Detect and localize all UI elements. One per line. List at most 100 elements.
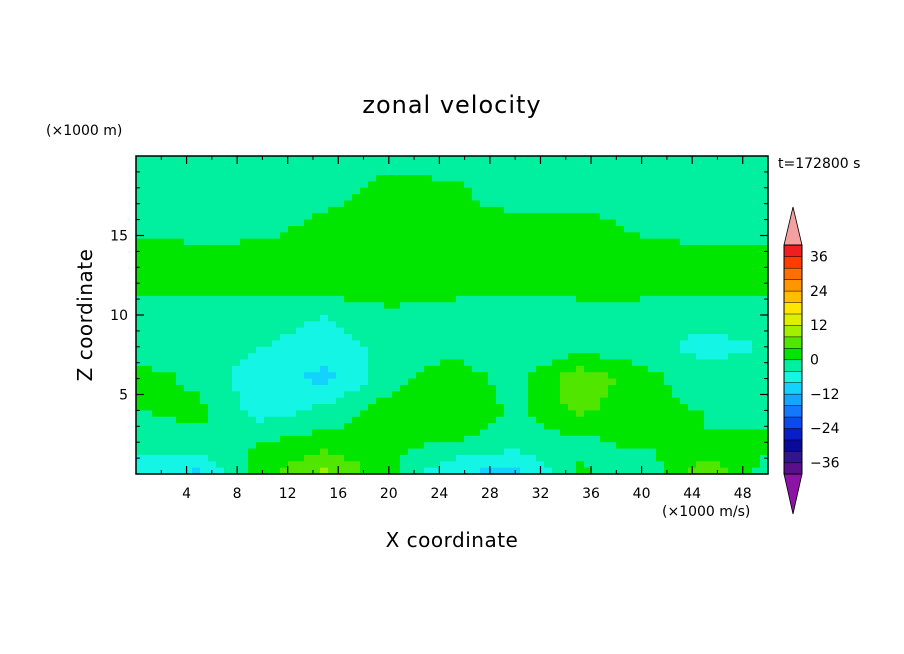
contour-cell bbox=[160, 359, 169, 367]
contour-cell bbox=[528, 454, 537, 462]
contour-cell bbox=[624, 276, 633, 284]
contour-cell bbox=[152, 187, 161, 195]
x-axis-title: X coordinate bbox=[386, 528, 519, 552]
contour-cell bbox=[624, 308, 633, 316]
contour-cell bbox=[576, 219, 585, 227]
contour-cell bbox=[448, 251, 457, 259]
contour-cell bbox=[384, 264, 393, 272]
contour-cell bbox=[592, 410, 601, 418]
contour-cell bbox=[464, 397, 473, 405]
contour-cell bbox=[464, 315, 473, 322]
contour-cell bbox=[216, 404, 225, 411]
contour-cell bbox=[272, 270, 281, 278]
contour-cell bbox=[224, 308, 233, 316]
contour-cell bbox=[760, 321, 768, 329]
contour-cell bbox=[600, 423, 609, 431]
contour-cell bbox=[520, 156, 529, 163]
contour-cell bbox=[384, 442, 393, 450]
contour-cell bbox=[504, 257, 513, 265]
contour-cell bbox=[224, 264, 233, 272]
contour-cell bbox=[528, 225, 537, 233]
contour-cell bbox=[240, 194, 249, 202]
contour-cell bbox=[304, 270, 313, 278]
contour-cell bbox=[728, 334, 737, 342]
contour-cell bbox=[368, 429, 377, 437]
contour-cell bbox=[592, 295, 601, 303]
contour-cell bbox=[360, 213, 369, 221]
contour-cell bbox=[208, 365, 217, 373]
contour-cell bbox=[720, 219, 729, 227]
contour-cell bbox=[480, 435, 489, 443]
contour-cell bbox=[288, 397, 297, 405]
contour-cell bbox=[264, 232, 273, 240]
contour-cell bbox=[592, 404, 601, 411]
contour-cell bbox=[440, 308, 449, 316]
contour-cell bbox=[488, 302, 497, 310]
contour-cell bbox=[376, 461, 385, 469]
contour-cell bbox=[336, 467, 345, 474]
contour-cell bbox=[504, 410, 513, 418]
contour-cell bbox=[184, 194, 193, 202]
contour-cell bbox=[752, 454, 761, 462]
contour-cell bbox=[664, 219, 673, 227]
contour-cell bbox=[256, 448, 265, 456]
contour-cell bbox=[296, 327, 305, 335]
contour-cell bbox=[664, 270, 673, 278]
contour-cell bbox=[456, 435, 465, 443]
contour-cell bbox=[432, 365, 441, 373]
y-tick-label: 10 bbox=[110, 308, 128, 324]
contour-cell bbox=[152, 346, 161, 354]
contour-cell bbox=[672, 200, 681, 208]
contour-cell bbox=[560, 194, 569, 202]
contour-cell bbox=[728, 308, 737, 316]
contour-cell bbox=[384, 353, 393, 361]
contour-cell bbox=[560, 308, 569, 316]
contour-cell bbox=[680, 181, 689, 189]
contour-cell bbox=[312, 448, 321, 456]
contour-cell bbox=[568, 454, 577, 462]
contour-cell bbox=[592, 467, 601, 474]
contour-cell bbox=[648, 353, 657, 361]
contour-cell bbox=[680, 295, 689, 303]
contour-cell bbox=[168, 270, 177, 278]
contour-cell bbox=[720, 238, 729, 246]
contour-cell bbox=[560, 225, 569, 233]
colorbar-band bbox=[783, 267, 803, 280]
contour-cell bbox=[632, 162, 641, 170]
contour-cell bbox=[200, 340, 209, 348]
contour-cell bbox=[744, 283, 753, 291]
contour-cell bbox=[352, 391, 361, 399]
contour-cell bbox=[320, 423, 329, 431]
contour-cell bbox=[432, 232, 441, 240]
contour-cell bbox=[168, 308, 177, 316]
contour-cell bbox=[264, 156, 273, 163]
contour-cell bbox=[512, 321, 521, 329]
contour-cell bbox=[400, 346, 409, 354]
contour-cell bbox=[696, 264, 705, 272]
contour-cell bbox=[448, 270, 457, 278]
contour-cell bbox=[720, 461, 729, 469]
contour-cell bbox=[512, 302, 521, 310]
contour-cell bbox=[440, 264, 449, 272]
contour-cell bbox=[360, 168, 369, 176]
contour-cell bbox=[192, 289, 201, 297]
contour-cell bbox=[432, 442, 441, 450]
contour-cell bbox=[424, 238, 433, 246]
contour-cell bbox=[336, 359, 345, 367]
contour-cell bbox=[664, 353, 673, 361]
contour-cell bbox=[352, 340, 361, 348]
contour-cell bbox=[216, 461, 225, 469]
contour-cell bbox=[136, 442, 145, 450]
contour-cell bbox=[728, 302, 737, 310]
contour-cell bbox=[264, 264, 273, 272]
contour-cell bbox=[320, 162, 329, 170]
contour-cell bbox=[368, 213, 377, 221]
contour-cell bbox=[624, 397, 633, 405]
contour-cell bbox=[376, 289, 385, 297]
contour-cell bbox=[464, 194, 473, 202]
contour-cell bbox=[232, 435, 241, 443]
contour-cell bbox=[648, 168, 657, 176]
contour-cell bbox=[232, 461, 241, 469]
contour-cell bbox=[296, 448, 305, 456]
contour-cell bbox=[632, 187, 641, 195]
